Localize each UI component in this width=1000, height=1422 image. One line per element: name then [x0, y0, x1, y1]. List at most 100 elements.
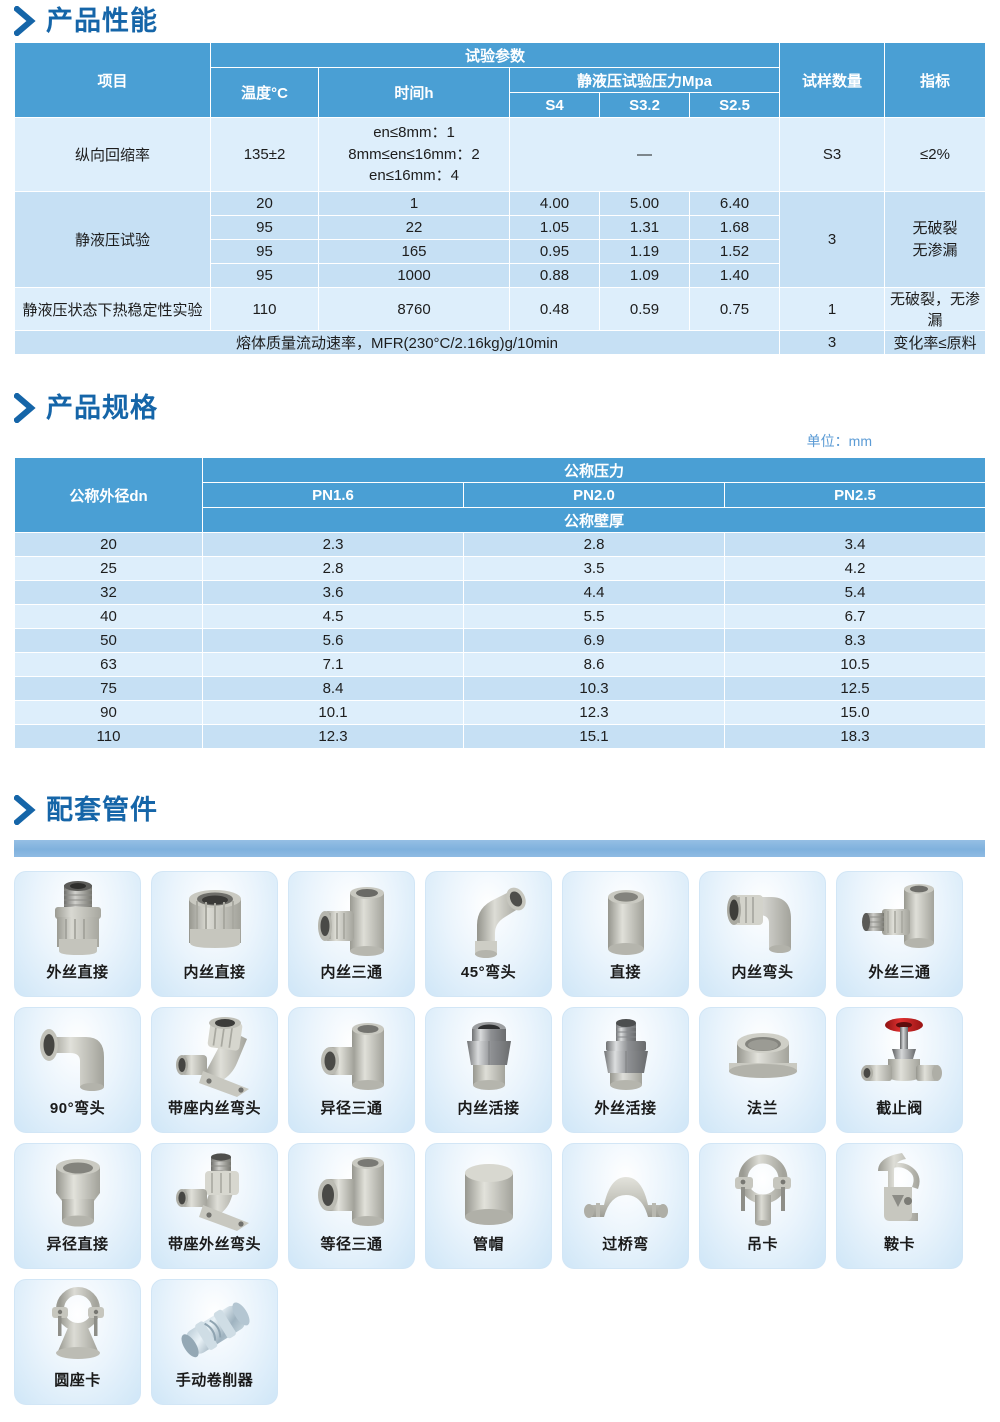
cell-pn20: 8.6 [463, 652, 725, 677]
th-sample-count: 试样数量 [779, 42, 886, 118]
cell-item: 纵向回缩率 [14, 117, 211, 192]
fitting-label: 管帽 [472, 1236, 504, 1253]
cell-dn: 75 [14, 676, 203, 701]
fitting-label: 异径三通 [320, 1100, 383, 1117]
cell-time: 8760 [318, 287, 510, 331]
cell-pn20: 10.3 [463, 676, 725, 701]
cell-s32: 1.19 [599, 239, 690, 264]
cell-dn: 50 [14, 628, 203, 653]
cell-s32: 1.31 [599, 215, 690, 240]
fitting-label: 直接 [609, 964, 641, 981]
female-thread-elbow-icon [709, 876, 817, 964]
table-row: 63 7.1 8.6 10.5 [14, 652, 986, 677]
cell-s32: 1.09 [599, 263, 690, 288]
cell-dn: 63 [14, 652, 203, 677]
cell-s25: 1.68 [688, 215, 781, 240]
time-line: en≤8mm：1 [373, 123, 455, 141]
fitting-label: 带座内丝弯头 [167, 1100, 261, 1117]
th-item: 项目 [14, 42, 211, 118]
fitting-card: 内丝弯头 [699, 871, 826, 997]
table-row: 40 4.5 5.5 6.7 [14, 604, 986, 629]
cell-temperature: 95 [210, 215, 319, 240]
table-row: 75 8.4 10.3 12.5 [14, 676, 986, 701]
chevron-right-icon [14, 6, 36, 36]
end-cap-icon [435, 1148, 543, 1236]
saddle-clamp-icon [846, 1148, 954, 1236]
fitting-card[interactable]: 内丝直接 [151, 871, 278, 997]
table-header-row: 公称壁厚 [15, 507, 986, 533]
fitting-card: 异径三通 [288, 1007, 415, 1133]
cell-time: 1 [318, 191, 510, 216]
cell-s4: 0.48 [509, 287, 600, 331]
manual-peeler-icon [161, 1284, 269, 1372]
table-row: 50 5.6 6.9 8.3 [14, 628, 986, 653]
unit-note: 单位：mm [806, 433, 872, 449]
fitting-label: 手动卷削器 [175, 1372, 254, 1389]
table-row: 95 1000 0.88 1.09 1.40 [15, 263, 986, 288]
cell-s32: 0.59 [599, 287, 690, 331]
cell-pn16: 2.3 [202, 532, 464, 557]
cell-pn16: 4.5 [202, 604, 464, 629]
fitting-card: 90°弯头 [14, 1007, 141, 1133]
table-header-row: PN1.6 PN2.0 PN2.5 [15, 482, 986, 508]
cell-pn25: 8.3 [724, 628, 986, 653]
section-title-performance: 产品性能 [46, 6, 158, 36]
cell-pn25: 15.0 [724, 700, 986, 725]
crossover-bend-icon [572, 1148, 680, 1236]
cell-time: 165 [318, 239, 510, 264]
cell-pressure-merged: — [508, 117, 781, 192]
table-row: 95 22 1.05 1.31 1.68 [15, 215, 986, 240]
cell-s25: 1.52 [688, 239, 781, 264]
table-row: 静液压试验 20 1 4.00 5.00 6.40 3 无破裂 无渗漏 [14, 191, 987, 288]
cell-pn16: 2.8 [202, 556, 464, 581]
fitting-label: 带座外丝弯头 [167, 1236, 261, 1253]
cell-dn: 90 [14, 700, 203, 725]
fitting-card[interactable]: 外丝直接 [14, 871, 141, 997]
fitting-card: 手动卷削器 [151, 1279, 278, 1405]
table-header-row: 项目 试验参数 试样数量 指标 [14, 42, 987, 118]
fitting-label: 鞍卡 [883, 1236, 915, 1253]
th-dn: 公称外径dn [14, 457, 203, 533]
cell-s32: 5.00 [599, 191, 690, 216]
fitting-card: 外丝活接 [562, 1007, 689, 1133]
cell-s4: 4.00 [509, 191, 600, 216]
cell-pn25: 18.3 [724, 724, 986, 749]
flange-icon [709, 1012, 817, 1100]
th-s25: S2.5 [688, 92, 781, 118]
cell-sample-count: 1 [779, 287, 886, 331]
cell-pn20: 3.5 [463, 556, 725, 581]
table-row: 25 2.8 3.5 4.2 [14, 556, 986, 581]
cell-s4: 0.88 [509, 263, 600, 288]
cell-s25: 6.40 [688, 191, 781, 216]
female-thread-tee-icon [298, 876, 406, 964]
fitting-label: 圆座卡 [54, 1372, 101, 1389]
cell-pn25: 6.7 [724, 604, 986, 629]
cell-indicator: ≤2% [884, 117, 987, 192]
cell-temperature: 95 [210, 239, 319, 264]
th-indicator: 指标 [884, 42, 987, 118]
cell-pn20: 5.5 [463, 604, 725, 629]
cell-pn25: 3.4 [724, 532, 986, 557]
performance-table: 项目 试验参数 试样数量 指标 温度°C 时间h 静液压试验压力Mpa S4 S… [13, 42, 987, 355]
round-base-clamp-icon [24, 1284, 132, 1372]
fitting-label: 90°弯头 [49, 1100, 106, 1117]
fitting-label: 异径直接 [46, 1236, 109, 1253]
table-header-row: S4 S3.2 S2.5 [15, 92, 986, 118]
section-title-fittings: 配套管件 [46, 795, 158, 825]
cell-pn16: 12.3 [202, 724, 464, 749]
stop-valve-icon [846, 1012, 954, 1100]
th-time: 时间h [318, 67, 510, 118]
cell-pn25: 12.5 [724, 676, 986, 701]
cell-s4: 1.05 [509, 215, 600, 240]
cell-dn: 110 [14, 724, 203, 749]
cell-pn20: 15.1 [463, 724, 725, 749]
cell-temperature: 110 [210, 287, 319, 331]
section-title-specs: 产品规格 [46, 393, 158, 423]
cell-s25: 1.40 [688, 263, 781, 288]
cell-pn16: 5.6 [202, 628, 464, 653]
cell-time: 22 [318, 215, 510, 240]
fitting-card: 鞍卡 [836, 1143, 963, 1269]
fitting-label: 外丝活接 [594, 1100, 657, 1117]
cell-indicator: 无破裂 无渗漏 [884, 191, 987, 288]
male-thread-coupling-icon [24, 876, 132, 964]
